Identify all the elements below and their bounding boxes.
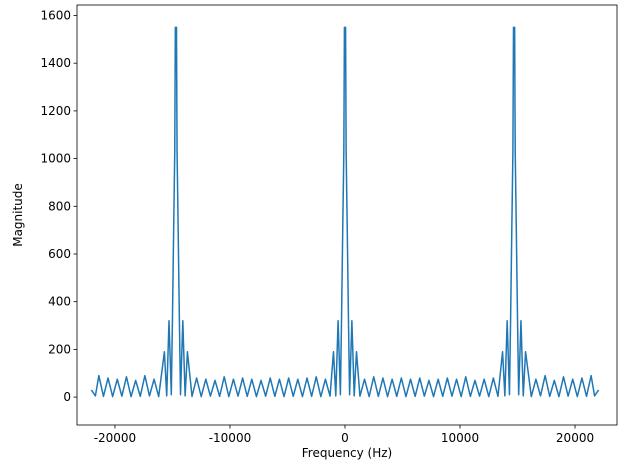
y-tick-label: 200 — [48, 342, 71, 356]
y-tick-label: 1000 — [40, 152, 71, 166]
x-tick-label: -10000 — [209, 431, 252, 445]
x-tick-label: 20000 — [556, 431, 594, 445]
y-tick-label: 1600 — [40, 8, 71, 22]
y-tick-label: 400 — [48, 295, 71, 309]
y-tick-label: 600 — [48, 247, 71, 261]
y-tick-label: 800 — [48, 199, 71, 213]
x-tick-label: -20000 — [94, 431, 137, 445]
data-line — [90, 26, 600, 398]
y-tick-label: 1400 — [40, 56, 71, 70]
x-tick-label: 10000 — [441, 431, 479, 445]
y-tick-label: 1200 — [40, 104, 71, 118]
y-axis-label: Magnitude — [11, 183, 25, 247]
x-tick-label: 0 — [341, 431, 349, 445]
y-tick-label: 0 — [63, 390, 71, 404]
plot-frame — [76, 4, 618, 426]
x-axis-label: Frequency (Hz) — [302, 446, 393, 460]
